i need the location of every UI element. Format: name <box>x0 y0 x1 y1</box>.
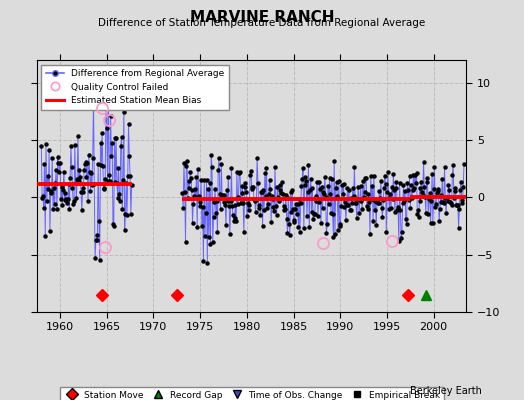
Text: Berkeley Earth: Berkeley Earth <box>410 386 482 396</box>
Legend: Station Move, Record Gap, Time of Obs. Change, Empirical Break: Station Move, Record Gap, Time of Obs. C… <box>60 387 443 400</box>
Text: MARVINE RANCH: MARVINE RANCH <box>190 10 334 25</box>
Text: Difference of Station Temperature Data from Regional Average: Difference of Station Temperature Data f… <box>99 18 425 28</box>
